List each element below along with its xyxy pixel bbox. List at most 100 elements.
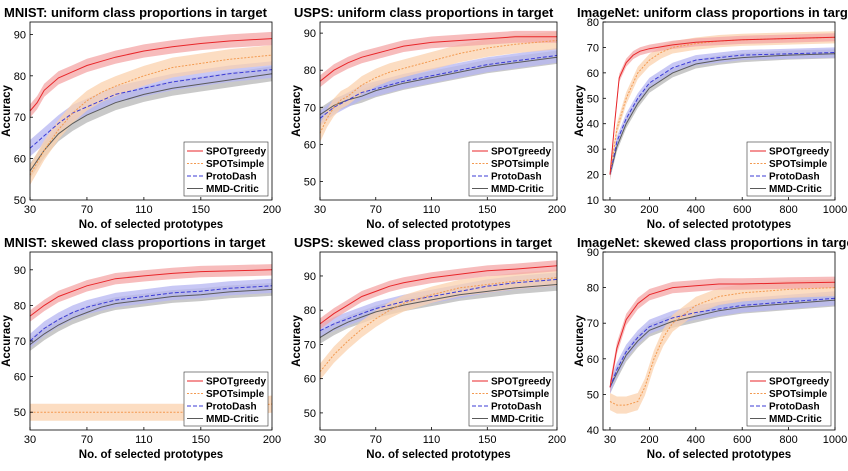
series-line-1 xyxy=(29,269,273,317)
x-tick-label: 800 xyxy=(779,434,797,446)
y-tick-label: 60 xyxy=(304,374,316,386)
x-tick-label: 600 xyxy=(733,204,751,216)
x-tick-label: 200 xyxy=(548,204,566,216)
chart-panel-5: 30 70 110 150 200 50 60 70 80 90 USPS: skewed clas… xyxy=(291,235,566,461)
x-tick-label: 110 xyxy=(423,204,441,216)
x-tick-label: 30 xyxy=(604,434,616,446)
series-band-3 xyxy=(610,291,835,395)
y-tick-label: 70 xyxy=(304,102,316,114)
x-axis-label: No. of selected prototypes xyxy=(647,219,791,231)
x-axis-label: No. of selected prototypes xyxy=(366,219,510,231)
y-tick-label: 70 xyxy=(14,336,26,348)
series-line-1 xyxy=(29,38,273,112)
x-axis-label: No. of selected prototypes xyxy=(366,449,510,461)
axes-frame xyxy=(602,251,836,431)
series-line-3 xyxy=(609,297,836,388)
legend-entry: SPOTgreedy xyxy=(491,147,551,158)
legend-entry: SPOTsimple xyxy=(769,389,828,400)
legend-entry: MMD-Critic xyxy=(206,184,259,195)
y-tick-label: 50 xyxy=(304,408,316,420)
x-axis-label: No. of selected prototypes xyxy=(79,219,223,231)
series-line-1 xyxy=(609,36,836,175)
x-tick-label: 1000 xyxy=(823,434,847,446)
x-tick-label: 70 xyxy=(81,204,93,216)
y-axis-label: Accuracy xyxy=(291,85,303,137)
y-axis-label: Accuracy xyxy=(1,315,13,367)
y-tick-label: 90 xyxy=(304,28,316,40)
chart-panel-2: 30 70 110 150 200 50 60 70 80 90 USPS: uniform cla… xyxy=(291,5,566,231)
legend-entry: SPOTgreedy xyxy=(206,377,266,388)
y-tick-label: 70 xyxy=(304,339,316,351)
legend-entry: MMD-Critic xyxy=(491,184,544,195)
y-tick-label: 20 xyxy=(587,170,599,182)
legend-entry: MMD-Critic xyxy=(769,414,822,425)
y-tick-label: 60 xyxy=(304,139,316,151)
x-tick-label: 70 xyxy=(81,434,93,446)
series-line-1 xyxy=(319,265,558,325)
x-tick-label: 200 xyxy=(263,204,281,216)
legend-entry: SPOTgreedy xyxy=(769,377,829,388)
legend-entry: SPOTgreedy xyxy=(206,147,266,158)
axes-frame xyxy=(319,21,558,201)
y-axis-label: Accuracy xyxy=(574,85,586,137)
series-line-1 xyxy=(319,36,557,82)
y-tick-label: 40 xyxy=(587,119,599,131)
y-tick-label: 60 xyxy=(14,154,26,166)
chart-panel-1: 30 70 110 150 200 50 60 70 80 90 MNIST: uniform cl… xyxy=(1,5,281,231)
series-line-4 xyxy=(609,299,836,388)
series-line-3 xyxy=(609,52,836,175)
y-tick-label: 80 xyxy=(14,71,26,83)
chart-panel-6: 30 200 400 600 800 1000 40 50 60 70 80 90ImageNet: … xyxy=(574,235,848,461)
chart-title: MNIST: skewed class proportions in targe… xyxy=(4,235,266,250)
x-tick-label: 800 xyxy=(779,204,797,216)
x-axis-label: No. of selected prototypes xyxy=(647,449,791,461)
y-tick-label: 80 xyxy=(304,305,316,317)
series-line-4 xyxy=(609,53,836,175)
y-axis-label: Accuracy xyxy=(291,315,303,367)
x-tick-label: 30 xyxy=(24,204,36,216)
legend-entry: MMD-Critic xyxy=(491,414,544,425)
x-tick-label: 150 xyxy=(192,204,210,216)
legend-entry: SPOTsimple xyxy=(206,159,265,170)
series-band-3 xyxy=(320,48,557,126)
y-tick-label: 80 xyxy=(587,17,599,29)
x-tick-label: 30 xyxy=(604,204,616,216)
series-line-3 xyxy=(29,69,273,149)
x-tick-label: 70 xyxy=(370,434,382,446)
series-line-3 xyxy=(319,54,558,119)
chart-title: USPS: uniform class proportions in targe… xyxy=(294,5,554,20)
chart-panel-4: 30 70 110 150 200 50 60 70 80 90 MNIST: skewed cla… xyxy=(1,235,281,461)
y-tick-label: 80 xyxy=(587,283,599,295)
x-tick-label: 150 xyxy=(478,434,496,446)
series-line-2 xyxy=(319,277,558,373)
y-tick-label: 10 xyxy=(587,195,599,207)
y-tick-label: 90 xyxy=(587,247,599,259)
series-line-4 xyxy=(29,73,273,172)
x-tick-label: 70 xyxy=(370,204,382,216)
legend-entry: ProtoDash xyxy=(769,402,820,413)
y-tick-label: 50 xyxy=(304,176,316,188)
series-band-4 xyxy=(320,278,557,344)
x-tick-label: 110 xyxy=(423,434,441,446)
x-tick-label: 200 xyxy=(640,204,658,216)
y-tick-label: 90 xyxy=(304,271,316,283)
x-tick-label: 600 xyxy=(733,434,751,446)
x-tick-label: 30 xyxy=(314,204,326,216)
y-axis-label: Accuracy xyxy=(1,85,13,137)
y-axis-label: Accuracy xyxy=(574,315,586,367)
y-tick-label: 60 xyxy=(587,68,599,80)
legend-entry: ProtoDash xyxy=(491,172,542,183)
y-tick-label: 70 xyxy=(14,112,26,124)
chart-title: ImageNet: skewed class proportions in ta… xyxy=(577,235,848,250)
series-line-4 xyxy=(319,284,558,339)
x-tick-label: 30 xyxy=(24,434,36,446)
y-tick-label: 50 xyxy=(587,93,599,105)
x-axis-label: No. of selected prototypes xyxy=(79,449,223,461)
y-tick-label: 60 xyxy=(14,372,26,384)
